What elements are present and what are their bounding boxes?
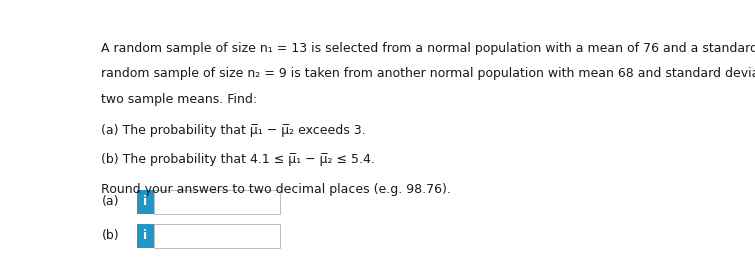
Text: (a): (a) [101,195,119,208]
Text: two sample means. Find:: two sample means. Find: [101,93,257,106]
Text: i: i [143,195,147,208]
Text: A random sample of size n₁ = 13 is selected from a normal population with a mean: A random sample of size n₁ = 13 is selec… [101,42,755,55]
Text: (b) The probability that 4.1 ≤ μ̅₁ − μ̅₂ ≤ 5.4.: (b) The probability that 4.1 ≤ μ̅₁ − μ̅₂… [101,153,375,167]
Text: random sample of size n₂ = 9 is taken from another normal population with mean 6: random sample of size n₂ = 9 is taken fr… [101,68,755,80]
Text: Round your answers to two decimal places (e.g. 98.76).: Round your answers to two decimal places… [101,183,451,196]
Text: i: i [143,229,147,242]
FancyBboxPatch shape [154,224,280,248]
FancyBboxPatch shape [137,190,154,214]
FancyBboxPatch shape [137,224,154,248]
Text: (b): (b) [101,229,119,242]
FancyBboxPatch shape [154,190,280,214]
Text: (a) The probability that μ̅₁ − μ̅₂ exceeds 3.: (a) The probability that μ̅₁ − μ̅₂ excee… [101,125,366,137]
